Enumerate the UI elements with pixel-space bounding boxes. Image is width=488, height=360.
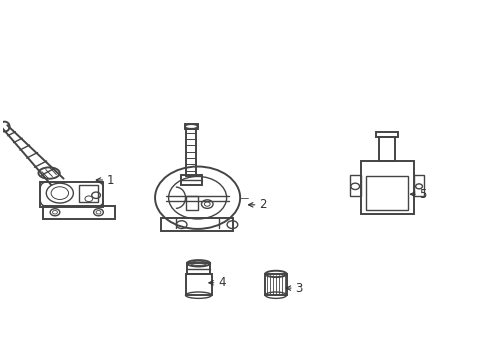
- Text: 1: 1: [106, 174, 114, 186]
- Bar: [349, 175, 360, 195]
- Bar: [41, 182, 103, 207]
- Bar: [379, 138, 394, 161]
- Bar: [265, 274, 286, 295]
- Bar: [186, 129, 196, 176]
- Bar: [185, 274, 211, 295]
- Bar: [360, 161, 413, 214]
- Bar: [186, 263, 210, 274]
- Text: 5: 5: [419, 188, 426, 201]
- Bar: [413, 175, 424, 195]
- Text: 2: 2: [259, 198, 266, 211]
- Bar: [180, 175, 202, 185]
- Bar: [185, 196, 197, 210]
- Text: 4: 4: [218, 276, 225, 289]
- Bar: [376, 132, 397, 138]
- Bar: [184, 124, 197, 129]
- Bar: [43, 206, 115, 219]
- Bar: [366, 176, 407, 210]
- Text: 3: 3: [295, 282, 302, 294]
- Bar: [161, 218, 233, 231]
- Bar: [79, 185, 98, 202]
